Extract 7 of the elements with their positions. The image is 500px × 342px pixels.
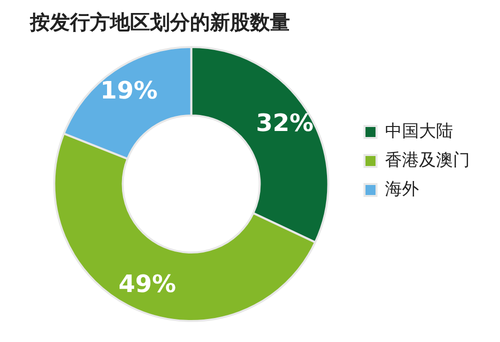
legend-label: 海外	[385, 179, 419, 200]
data-label: 19%	[100, 76, 158, 105]
data-label: 32%	[256, 108, 314, 137]
chart-title: 按发行方地区划分的新股数量	[29, 10, 290, 34]
legend-label: 香港及澳门	[385, 150, 470, 170]
legend-label: 中国大陆	[385, 121, 453, 142]
data-label: 49%	[118, 270, 176, 298]
